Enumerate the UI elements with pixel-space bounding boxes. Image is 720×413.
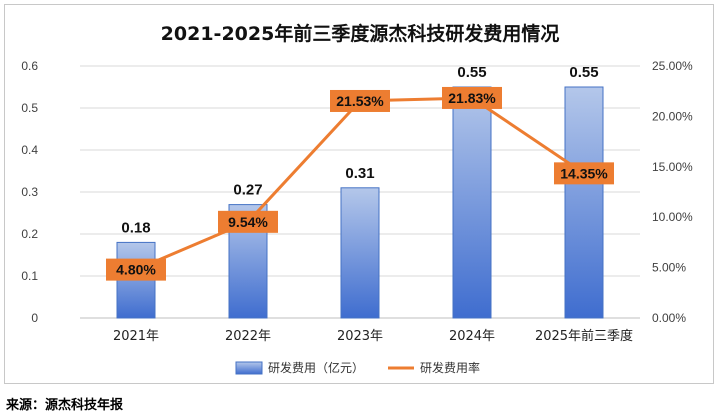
- right-tick-label: 10.00%: [652, 210, 693, 224]
- left-tick-label: 0.1: [21, 269, 38, 283]
- rate-label: 14.35%: [560, 165, 608, 181]
- legend-line-label: 研发费用率: [420, 360, 480, 375]
- legend-bar-swatch: [235, 361, 263, 375]
- x-tick-label: 2021年: [113, 329, 159, 344]
- left-tick-label: 0.4: [21, 143, 38, 157]
- right-tick-label: 20.00%: [652, 109, 693, 123]
- bar: [340, 187, 380, 319]
- bar: [564, 86, 604, 319]
- chart: 2021-2025年前三季度源杰科技研发费用情况 0 0.1 0.2 0.3 0.4 0.5…: [21, 22, 693, 375]
- left-tick-label: 0.5: [21, 101, 38, 115]
- rate-label-box: [330, 89, 390, 112]
- left-tick-label: 0: [31, 311, 38, 325]
- right-tick-label: 25.00%: [652, 59, 693, 73]
- bar-value-label: 0.55: [569, 64, 598, 81]
- right-tick-label: 15.00%: [652, 160, 693, 174]
- rate-label-box: [218, 210, 278, 233]
- legend-bar-label: 研发费用（亿元）: [268, 360, 364, 375]
- left-tick-label: 0.2: [21, 227, 38, 241]
- rate-label-box: [554, 162, 614, 185]
- x-tick-label: 2022年: [225, 329, 271, 344]
- chart-title: 2021-2025年前三季度源杰科技研发费用情况: [161, 22, 560, 45]
- x-tick-label: 2023年: [337, 329, 383, 344]
- rate-label-box: [106, 258, 166, 281]
- bar-value-label: 0.18: [121, 219, 150, 236]
- source-note: 来源：源杰科技年报: [6, 398, 124, 413]
- right-tick-label: 0.00%: [652, 311, 686, 325]
- x-tick-label: 2025年前三季度: [535, 328, 633, 344]
- right-tick-label: 5.00%: [652, 261, 686, 275]
- bar-value-label: 0.27: [233, 182, 262, 199]
- rate-label: 4.80%: [116, 262, 156, 278]
- rate-label: 21.53%: [336, 93, 384, 109]
- bar-value-label: 0.31: [345, 165, 374, 182]
- rate-label-box: [442, 86, 502, 109]
- left-tick-label: 0.3: [21, 185, 38, 199]
- left-tick-label: 0.6: [21, 59, 38, 73]
- bar: [452, 86, 492, 319]
- bar-value-label: 0.55: [457, 64, 486, 81]
- rate-label: 9.54%: [228, 214, 268, 230]
- x-tick-label: 2024年: [449, 329, 495, 344]
- rate-label: 21.83%: [448, 90, 496, 106]
